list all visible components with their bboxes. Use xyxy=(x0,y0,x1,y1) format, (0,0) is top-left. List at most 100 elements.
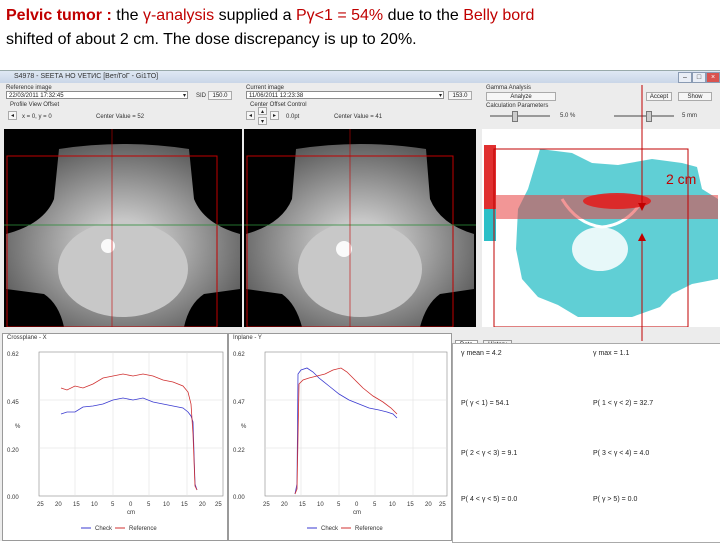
x-tick: 5 xyxy=(337,502,341,508)
x-tick: 5 xyxy=(147,502,151,508)
x-tick: 0 xyxy=(355,502,359,508)
reference-image[interactable] xyxy=(4,129,242,327)
current-date-select[interactable]: 11/06/2011 12:23:38 xyxy=(246,91,444,100)
inplane-x-label: cm xyxy=(353,510,361,516)
caption-text: due to the xyxy=(387,7,459,24)
caption-title: Pelvic tumor : xyxy=(6,7,112,24)
reference-offset-stepper[interactable]: ◂ xyxy=(8,111,17,120)
distance-slider-thumb[interactable] xyxy=(646,111,652,122)
reference-sid-field[interactable]: 150.0 xyxy=(208,91,232,100)
reference-label: Reference image xyxy=(6,85,52,91)
p-gamma-3-4: P( 3 < γ < 4) = 4.0 xyxy=(593,450,650,457)
x-tick: 10 xyxy=(163,502,170,508)
x-tick: 15 xyxy=(407,502,414,508)
crossplane-x-ticks: 25 20 15 10 5 0 5 10 15 20 25 xyxy=(37,502,222,508)
x-tick: 15 xyxy=(73,502,80,508)
annotation-arrow xyxy=(638,85,646,341)
caption-text: the xyxy=(116,7,139,24)
inplane-y-tick: 0.47 xyxy=(233,400,245,406)
accept-checkbox[interactable]: Accept xyxy=(646,92,672,101)
inplane-y-tick: 0.00 xyxy=(233,495,245,501)
x-tick: 15 xyxy=(181,502,188,508)
x-tick: 5 xyxy=(111,502,115,508)
current-image-canvas xyxy=(244,129,476,327)
current-offset-left[interactable]: ◂ xyxy=(246,111,255,120)
crossplane-y-tick: 0.45 xyxy=(7,400,19,406)
caption-line-2: shifted of about 2 cm. The dose discrepa… xyxy=(6,31,417,48)
inplane-plot: Inplane - Y 0.62 0.47 0.22 0.00 % 25 20 … xyxy=(228,333,452,541)
inplane-reference-line xyxy=(294,367,398,495)
dose-tolerance-slider[interactable] xyxy=(490,115,550,117)
gamma-analysis-label: Gamma Analysis xyxy=(486,85,532,91)
x-tick: 20 xyxy=(55,502,62,508)
slide-caption: Pelvic tumor : the γ-analysis supplied a… xyxy=(6,4,716,52)
current-image[interactable] xyxy=(244,129,476,327)
gamma-map[interactable] xyxy=(482,129,720,327)
reference-image-canvas xyxy=(4,129,242,327)
current-offset-down[interactable]: ▾ xyxy=(258,117,267,125)
x-tick: 20 xyxy=(199,502,206,508)
crossplane-legend-check: Check xyxy=(95,526,113,532)
gamma-mean: γ mean = 4.2 xyxy=(461,350,502,357)
current-offset-value: 0.0pt xyxy=(286,114,300,120)
inplane-x-ticks: 25 20 15 10 5 0 5 10 15 20 25 xyxy=(263,502,446,508)
inplane-y-tick: 0.62 xyxy=(233,352,245,358)
minimize-button[interactable]: – xyxy=(678,72,692,83)
crossplane-reference-line xyxy=(60,373,198,491)
caption-belly: Belly bord xyxy=(463,7,535,24)
caption-pgamma: Pγ<1 = 54% xyxy=(295,7,384,24)
x-tick: 15 xyxy=(299,502,306,508)
inplane-plot-title: Inplane - Y xyxy=(233,335,262,341)
x-tick: 25 xyxy=(215,502,222,508)
show-button[interactable]: Show xyxy=(678,92,712,101)
x-tick: 10 xyxy=(317,502,324,508)
inplane-y-tick: 0.22 xyxy=(233,448,245,454)
distance-tolerance-slider[interactable] xyxy=(614,115,674,117)
profile-view-offset-label: Profile View Offset xyxy=(10,102,60,108)
x-tick: 10 xyxy=(389,502,396,508)
p-gamma-1-2: P( 1 < γ < 2) = 32.7 xyxy=(593,400,654,407)
inplane-plot-svg: 0.62 0.47 0.22 0.00 % 25 20 15 10 5 0 5 … xyxy=(233,351,448,532)
x-tick: 20 xyxy=(425,502,432,508)
calculation-parameters-label: Calculation Parameters xyxy=(486,103,549,109)
title-bar: Ѕ4978 - SEЕТА НО VЕТИС [Вет/ГоГ - Gi1ТО]… xyxy=(0,71,720,83)
crossplane-check-line xyxy=(60,397,198,491)
shift-annotation: 2 cm xyxy=(666,171,697,187)
x-tick: 25 xyxy=(439,502,446,508)
inplane-y-label: % xyxy=(241,424,247,430)
analyze-button[interactable]: Analyze xyxy=(486,92,556,101)
p-gamma-4-5: P( 4 < γ < 5) = 0.0 xyxy=(461,496,518,503)
p-gamma-2-3: P( 2 < γ < 3) = 9.1 xyxy=(461,450,518,457)
crossplane-plot: Crossplane - X 0.62 0.45 0.20 0.00 % 25 … xyxy=(2,333,228,541)
x-tick: 25 xyxy=(37,502,44,508)
maximize-button[interactable]: □ xyxy=(692,72,706,83)
current-offset-right[interactable]: ▸ xyxy=(270,111,279,120)
close-button[interactable]: × xyxy=(706,72,720,83)
sid-label: SID xyxy=(196,93,207,99)
current-sid-field[interactable]: 153.0 xyxy=(448,91,472,100)
dose-slider-thumb[interactable] xyxy=(512,111,518,122)
inplane-check-line xyxy=(294,367,398,495)
center-offset-control-label: Center Offset Control xyxy=(250,102,307,108)
gamma-map-canvas xyxy=(482,145,720,327)
caption-text: supplied a xyxy=(218,7,292,24)
crossplane-x-label: cm xyxy=(127,510,135,516)
crossplane-y-tick: 0.62 xyxy=(7,352,19,358)
stats-tabs: Data History xyxy=(455,333,513,351)
current-center-value: Center Value = 41 xyxy=(334,114,383,120)
crossplane-legend-reference: Reference xyxy=(129,526,157,532)
gamma-max: γ max = 1.1 xyxy=(593,350,630,357)
inplane-legend-check: Check xyxy=(321,526,339,532)
x-tick: 0 xyxy=(129,502,133,508)
reference-center-value: Center Value = 52 xyxy=(96,114,145,120)
distance-tolerance-value: 5 mm xyxy=(682,113,697,119)
crossplane-plot-title: Crossplane - X xyxy=(7,335,47,341)
reference-date-select[interactable]: 22/03/2011 17:32:45 xyxy=(6,91,188,100)
app-window: Ѕ4978 - SEЕТА НО VЕТИС [Вет/ГоГ - Gi1ТО]… xyxy=(0,70,720,543)
current-offset-up[interactable]: ▴ xyxy=(258,107,267,115)
current-label: Current image xyxy=(246,85,285,91)
x-tick: 20 xyxy=(281,502,288,508)
crossplane-y-tick: 0.20 xyxy=(7,448,19,454)
crossplane-y-tick: 0.00 xyxy=(7,495,19,501)
caption-gamma: γ-analysis xyxy=(142,7,215,24)
